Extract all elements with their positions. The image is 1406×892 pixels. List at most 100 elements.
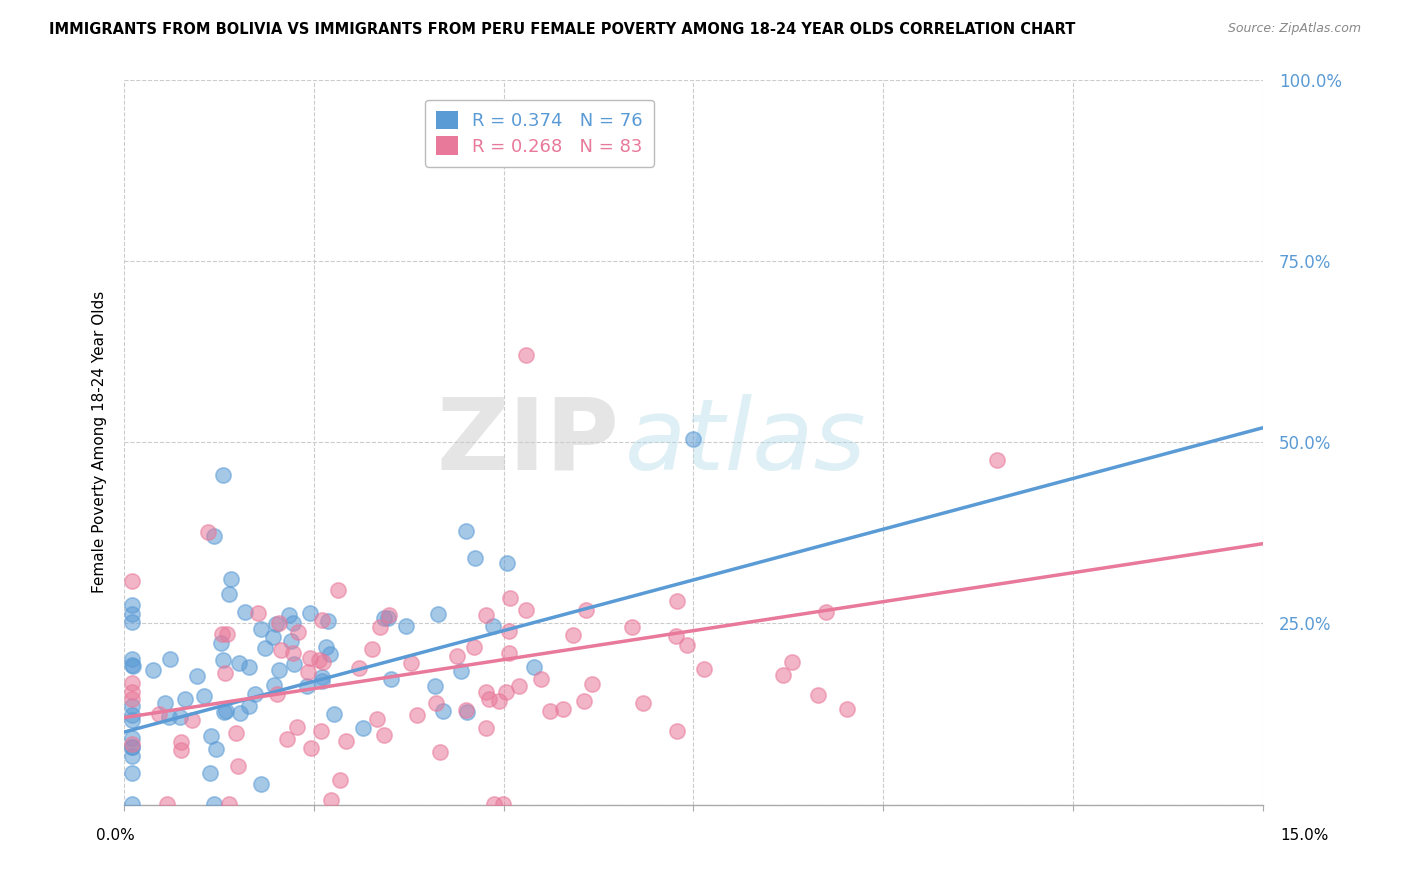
Point — [228, 657, 250, 671]
Point — [278, 607, 301, 622]
Point — [551, 702, 574, 716]
Point — [311, 670, 333, 684]
Point — [205, 741, 228, 756]
Point — [676, 638, 699, 652]
Point — [212, 653, 235, 667]
Point — [218, 797, 240, 811]
Point — [482, 619, 505, 633]
Text: ZIP: ZIP — [436, 393, 620, 491]
Point — [682, 432, 704, 446]
Point — [121, 731, 143, 745]
Point — [197, 524, 219, 539]
Text: 0.0%: 0.0% — [96, 829, 135, 843]
Point — [121, 797, 143, 811]
Point — [807, 689, 830, 703]
Point — [121, 574, 143, 589]
Point — [226, 759, 249, 773]
Point — [780, 655, 803, 669]
Point — [148, 706, 170, 721]
Point — [159, 651, 181, 665]
Point — [198, 766, 221, 780]
Point — [378, 607, 401, 622]
Point — [309, 723, 332, 738]
Point — [316, 614, 339, 628]
Point — [276, 731, 298, 746]
Point — [121, 615, 143, 629]
Point — [285, 720, 308, 734]
Point — [835, 702, 858, 716]
Point — [153, 696, 176, 710]
Point — [347, 661, 370, 675]
Point — [193, 689, 215, 703]
Text: 15.0%: 15.0% — [1281, 829, 1329, 843]
Point — [156, 797, 179, 811]
Point — [246, 607, 269, 621]
Point — [211, 467, 233, 482]
Point — [377, 611, 399, 625]
Point — [318, 648, 340, 662]
Point — [482, 797, 505, 811]
Point — [322, 706, 344, 721]
Point — [478, 692, 501, 706]
Point — [249, 622, 271, 636]
Point — [219, 572, 242, 586]
Point — [572, 694, 595, 708]
Point — [214, 666, 236, 681]
Point — [142, 663, 165, 677]
Point — [121, 691, 143, 706]
Point — [270, 643, 292, 657]
Point — [498, 624, 520, 638]
Point — [319, 793, 342, 807]
Point — [530, 672, 553, 686]
Point — [262, 630, 284, 644]
Point — [280, 633, 302, 648]
Point — [121, 651, 143, 665]
Point — [693, 662, 716, 676]
Point — [368, 619, 391, 633]
Point — [665, 724, 688, 739]
Point — [173, 692, 195, 706]
Point — [575, 603, 598, 617]
Point — [815, 606, 838, 620]
Point — [456, 705, 478, 719]
Point — [474, 607, 496, 622]
Point — [283, 657, 305, 672]
Point — [361, 641, 384, 656]
Point — [212, 705, 235, 719]
Point — [169, 710, 191, 724]
Point — [121, 698, 143, 713]
Point — [425, 696, 447, 710]
Point — [986, 453, 1008, 467]
Point — [233, 605, 256, 619]
Point — [450, 664, 472, 678]
Point — [373, 728, 395, 742]
Point — [464, 550, 486, 565]
Point — [515, 348, 537, 362]
Point — [523, 659, 546, 673]
Point — [495, 685, 517, 699]
Point — [665, 628, 688, 642]
Point — [202, 797, 225, 811]
Point — [308, 652, 330, 666]
Point — [399, 656, 422, 670]
Point — [581, 677, 603, 691]
Point — [283, 615, 305, 630]
Point — [209, 636, 232, 650]
Point — [263, 678, 285, 692]
Point — [243, 686, 266, 700]
Point — [515, 603, 537, 617]
Point — [427, 607, 450, 621]
Point — [488, 694, 510, 708]
Point — [297, 665, 319, 680]
Point — [269, 663, 291, 677]
Point — [186, 668, 208, 682]
Point — [267, 615, 290, 630]
Point — [217, 627, 239, 641]
Point — [380, 672, 402, 686]
Point — [312, 655, 335, 669]
Point — [202, 529, 225, 543]
Point — [498, 647, 520, 661]
Point — [121, 707, 143, 722]
Point — [253, 641, 276, 656]
Point — [405, 708, 427, 723]
